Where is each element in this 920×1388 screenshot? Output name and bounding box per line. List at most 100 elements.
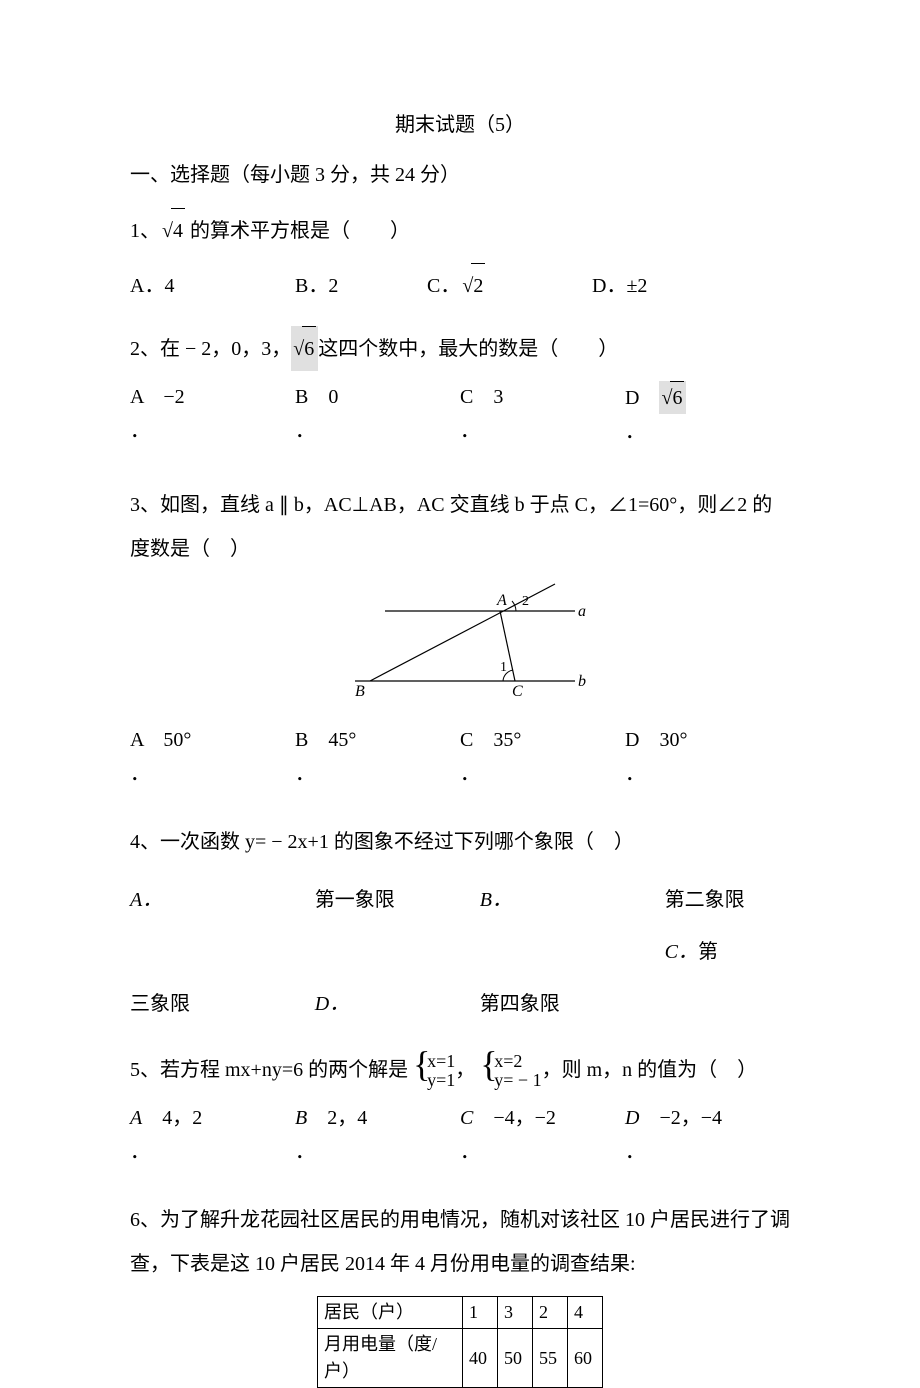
q5-options: A 4，2． B 2，4． C −4，−2． D −2，−4． bbox=[130, 1102, 790, 1168]
q3-opt-C: C 35° ． bbox=[460, 724, 625, 790]
period: ． bbox=[130, 1136, 295, 1168]
question-5: 5、若方程 mx+ny=6 的两个解是 x=1y=1， x=2y= − 1，则 … bbox=[130, 1048, 790, 1092]
period: ． bbox=[460, 415, 625, 447]
q4-A-label: A． bbox=[130, 889, 162, 911]
q5-C: C bbox=[460, 1107, 473, 1129]
q3-opt-D: D 30°． bbox=[625, 724, 790, 790]
q5-opt-D: D −2，−4 ． bbox=[625, 1102, 790, 1168]
q3-opt-B: B 45° ． bbox=[295, 724, 460, 790]
q3-D-val: 30° bbox=[659, 729, 687, 751]
q3-C-val: 35° bbox=[493, 729, 521, 751]
period: ． bbox=[295, 758, 460, 790]
q5-B-val: 2，4 bbox=[327, 1107, 367, 1129]
table-cell: 4 bbox=[568, 1297, 603, 1329]
svg-text:b: b bbox=[578, 673, 586, 690]
q2-C: C bbox=[460, 386, 473, 408]
svg-text:A: A bbox=[496, 592, 507, 609]
q3-C: C bbox=[460, 729, 473, 751]
q2-C-val: 3 bbox=[493, 386, 503, 408]
svg-text:2: 2 bbox=[522, 594, 529, 609]
period: ． bbox=[460, 1136, 625, 1168]
q3-opt-A: A 50°． bbox=[130, 724, 295, 790]
q4-text: 4、一次函数 y= − 2x+1 的图象不经过下列哪个象限（ ） bbox=[130, 831, 634, 853]
table-cell: 50 bbox=[498, 1329, 533, 1388]
q1-options: A．4B．2C．2D．±2 bbox=[130, 263, 790, 308]
sqrt-symbol: 4 bbox=[160, 208, 185, 253]
svg-text:C: C bbox=[512, 683, 523, 700]
q6-text: 6、为了解升龙花园社区居民的用电情况，随机对该社区 10 户居民进行了调查，下表… bbox=[130, 1209, 790, 1275]
period: ． bbox=[625, 416, 790, 448]
q5-opt-C: C −4，−2 ． bbox=[460, 1102, 625, 1168]
question-4: 4、一次函数 y= − 2x+1 的图象不经过下列哪个象限（ ） bbox=[130, 820, 790, 864]
table-cell: 2 bbox=[533, 1297, 568, 1329]
q4-A-val: 第一象限 bbox=[315, 889, 395, 911]
q2-B: B bbox=[295, 386, 308, 408]
q5-C-val: −4，−2 bbox=[493, 1107, 556, 1129]
q3-B-val: 45° bbox=[328, 729, 356, 751]
q5-suffix: ，则 m，n 的值为（ ） bbox=[542, 1059, 758, 1081]
sys2-r1: x=2 bbox=[494, 1052, 541, 1072]
period: ． bbox=[130, 415, 295, 447]
period: ． bbox=[625, 1136, 790, 1168]
period: ． bbox=[295, 415, 460, 447]
sqrt-symbol: 2 bbox=[460, 263, 485, 308]
period: ． bbox=[460, 758, 625, 790]
q5-D-val: −2，−4 bbox=[659, 1107, 722, 1129]
equation-system-2: x=2y= − 1 bbox=[480, 1052, 541, 1092]
table-cell: 3 bbox=[498, 1297, 533, 1329]
equation-system-1: x=1y=1 bbox=[413, 1052, 455, 1092]
table-cell: 55 bbox=[533, 1329, 568, 1388]
q5-prefix: 5、若方程 mx+ny=6 的两个解是 bbox=[130, 1059, 408, 1081]
q4-C-label: C． bbox=[665, 941, 698, 963]
page-title: 期末试题（5） bbox=[130, 110, 790, 140]
q1-B-val: 2 bbox=[328, 275, 338, 297]
q5-D: D bbox=[625, 1107, 639, 1129]
table-cell: 居民（户） bbox=[318, 1297, 463, 1329]
table-cell: 60 bbox=[568, 1329, 603, 1388]
q1-C-label: C． bbox=[427, 275, 460, 297]
q4-D-val: 第四象限 bbox=[480, 993, 560, 1015]
sys2-r2: y= − 1 bbox=[494, 1071, 541, 1091]
q1-D-label: D． bbox=[592, 275, 626, 297]
q3-A: A bbox=[130, 729, 143, 751]
q1-sqrt-val: 4 bbox=[171, 208, 185, 253]
q4-C-pre: 第 bbox=[698, 941, 718, 963]
question-3: 3、如图，直线 a ∥ b，AC⊥AB，AC 交直线 b 于点 C，∠1=60°… bbox=[130, 483, 790, 571]
q1-C-sqrt: 2 bbox=[471, 263, 485, 308]
q3-options: A 50°． B 45° ． C 35° ． D 30°． bbox=[130, 724, 790, 790]
q2-prefix: 2、在 − 2，0，3， bbox=[130, 338, 291, 360]
q3-text: 3、如图，直线 a ∥ b，AC⊥AB，AC 交直线 b 于点 C，∠1=60°… bbox=[130, 494, 772, 560]
q2-opt-C: C 3 ． bbox=[460, 381, 625, 448]
question-6: 6、为了解升龙花园社区居民的用电情况，随机对该社区 10 户居民进行了调查，下表… bbox=[130, 1198, 790, 1286]
q2-opt-D: D 6． bbox=[625, 381, 790, 448]
q4-B-label: B． bbox=[480, 889, 512, 911]
sys1-r1: x=1 bbox=[427, 1052, 455, 1072]
q1-D-val: ±2 bbox=[626, 275, 647, 297]
q3-diagram: ABCab12 bbox=[130, 581, 790, 720]
q4-options: A． 第一象限 B． 第二象限 C．第 三象限 D． 第四象限 bbox=[130, 874, 790, 1030]
q2-suffix: 这四个数中，最大的数是（ ） bbox=[318, 338, 618, 360]
comma: ， bbox=[455, 1059, 475, 1081]
period: ． bbox=[295, 1136, 460, 1168]
q2-opt-A: A −2． bbox=[130, 381, 295, 448]
q4-B-val: 第二象限 bbox=[665, 889, 745, 911]
table-cell: 40 bbox=[463, 1329, 498, 1388]
question-1: 1、4 的算术平方根是（ ） bbox=[130, 208, 790, 253]
q2-sqrt-val: 6 bbox=[302, 326, 316, 371]
svg-text:a: a bbox=[578, 603, 586, 620]
q4-C-rest: 三象限 bbox=[130, 993, 190, 1015]
q1-prefix: 1、 bbox=[130, 220, 160, 242]
q5-B: B bbox=[295, 1107, 307, 1129]
q3-A-val: 50° bbox=[163, 729, 191, 751]
q3-D: D bbox=[625, 729, 639, 751]
q5-opt-B: B 2，4 ． bbox=[295, 1102, 460, 1168]
svg-text:B: B bbox=[355, 683, 365, 700]
q3-B: B bbox=[295, 729, 308, 751]
sqrt-symbol-hl: 6 bbox=[291, 326, 318, 371]
q2-B-val: 0 bbox=[328, 386, 338, 408]
q1-A-label: A． bbox=[130, 275, 164, 297]
q2-A-val: −2 bbox=[163, 386, 184, 408]
table-cell: 1 bbox=[463, 1297, 498, 1329]
geometry-diagram: ABCab12 bbox=[330, 581, 590, 711]
question-2: 2、在 − 2，0，3， 6这四个数中，最大的数是（ ） bbox=[130, 326, 790, 371]
